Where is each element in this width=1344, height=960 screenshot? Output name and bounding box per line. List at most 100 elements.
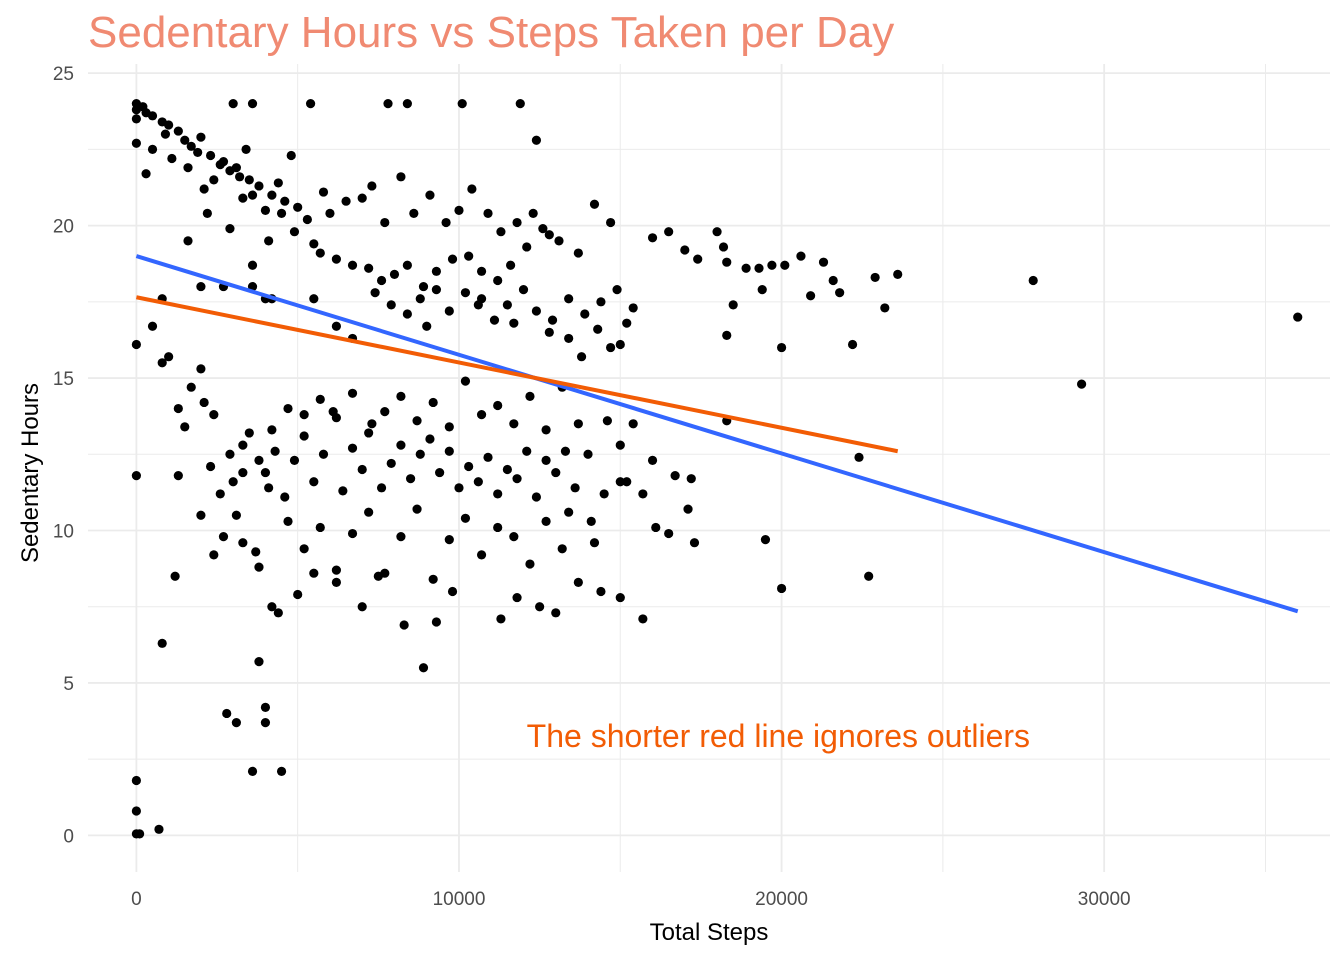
data-point (347, 260, 358, 270)
data-point (444, 422, 454, 432)
data-point (357, 602, 367, 612)
data-point (1293, 312, 1303, 322)
data-point (309, 294, 319, 304)
data-point (170, 571, 180, 581)
data-point (544, 230, 554, 240)
data-point (476, 266, 487, 276)
data-point (583, 449, 593, 459)
data-point (222, 708, 232, 719)
data-point (599, 489, 609, 499)
data-point (238, 467, 248, 478)
data-point (589, 538, 600, 548)
data-point (754, 263, 764, 273)
data-point (254, 181, 264, 191)
x-tick-label: 30000 (1078, 889, 1131, 910)
data-point (515, 99, 525, 109)
data-point (622, 318, 632, 328)
data-point (347, 443, 358, 453)
data-point (602, 416, 612, 426)
data-point (509, 318, 519, 328)
data-point (476, 550, 487, 560)
data-point (606, 342, 616, 353)
data-point (305, 99, 316, 109)
data-point (331, 254, 341, 264)
data-point (573, 577, 583, 587)
data-point (1077, 379, 1087, 389)
data-point (564, 333, 574, 344)
data-point (260, 702, 271, 712)
data-point (273, 608, 283, 618)
data-point (722, 257, 732, 267)
data-point (409, 208, 419, 219)
data-point (399, 620, 409, 630)
data-point (506, 260, 516, 270)
data-point (273, 178, 283, 188)
data-point (728, 300, 738, 310)
data-point (267, 602, 277, 612)
data-point (647, 455, 658, 465)
data-point (525, 559, 535, 569)
data-point (402, 309, 412, 319)
data-point (251, 547, 261, 557)
data-point (522, 242, 532, 252)
data-point (157, 638, 167, 648)
data-point (357, 464, 367, 475)
data-point (386, 458, 396, 469)
data-point (760, 535, 771, 545)
data-point (835, 288, 845, 298)
data-point (535, 602, 545, 612)
data-point (402, 260, 412, 270)
data-point (651, 522, 661, 533)
data-point (264, 483, 274, 493)
data-point (638, 489, 648, 499)
data-point (722, 330, 732, 340)
data-point (331, 321, 341, 331)
data-point (415, 449, 425, 459)
data-point (315, 522, 325, 533)
data-point (531, 492, 542, 502)
data-point (425, 434, 435, 444)
data-point (493, 489, 503, 499)
data-point (457, 99, 467, 109)
data-point (573, 419, 583, 429)
data-point (299, 410, 309, 420)
x-axis-title: Total Steps (650, 919, 769, 946)
data-point (147, 144, 158, 154)
data-point (496, 614, 506, 624)
data-point (476, 294, 487, 304)
data-point (225, 449, 235, 459)
data-point (502, 300, 512, 310)
data-point (628, 419, 638, 429)
data-point (664, 227, 674, 237)
data-point (615, 592, 625, 603)
data-point (531, 135, 542, 145)
data-point (483, 208, 493, 219)
data-points (131, 99, 1303, 839)
y-tick-label: 5 (63, 674, 74, 695)
data-point (396, 172, 406, 182)
red-fit-line (135, 295, 899, 454)
data-point (180, 422, 190, 432)
data-point (512, 592, 522, 603)
data-point (247, 766, 258, 776)
data-point (396, 391, 406, 401)
data-point (428, 574, 438, 584)
data-point (425, 190, 435, 200)
data-point (331, 577, 341, 587)
data-point (196, 132, 206, 142)
data-point (196, 281, 206, 292)
data-point (254, 657, 264, 667)
data-point (444, 306, 454, 316)
data-point (254, 562, 264, 572)
y-axis-title: Sedentary Hours (17, 383, 44, 563)
data-point (622, 477, 632, 487)
data-point (441, 217, 451, 228)
data-point (464, 251, 474, 261)
data-point (576, 352, 587, 362)
data-point (131, 138, 141, 148)
data-point (615, 339, 625, 350)
data-point (315, 248, 325, 258)
data-point (367, 181, 377, 191)
data-point (231, 163, 241, 173)
data-point (164, 352, 174, 362)
